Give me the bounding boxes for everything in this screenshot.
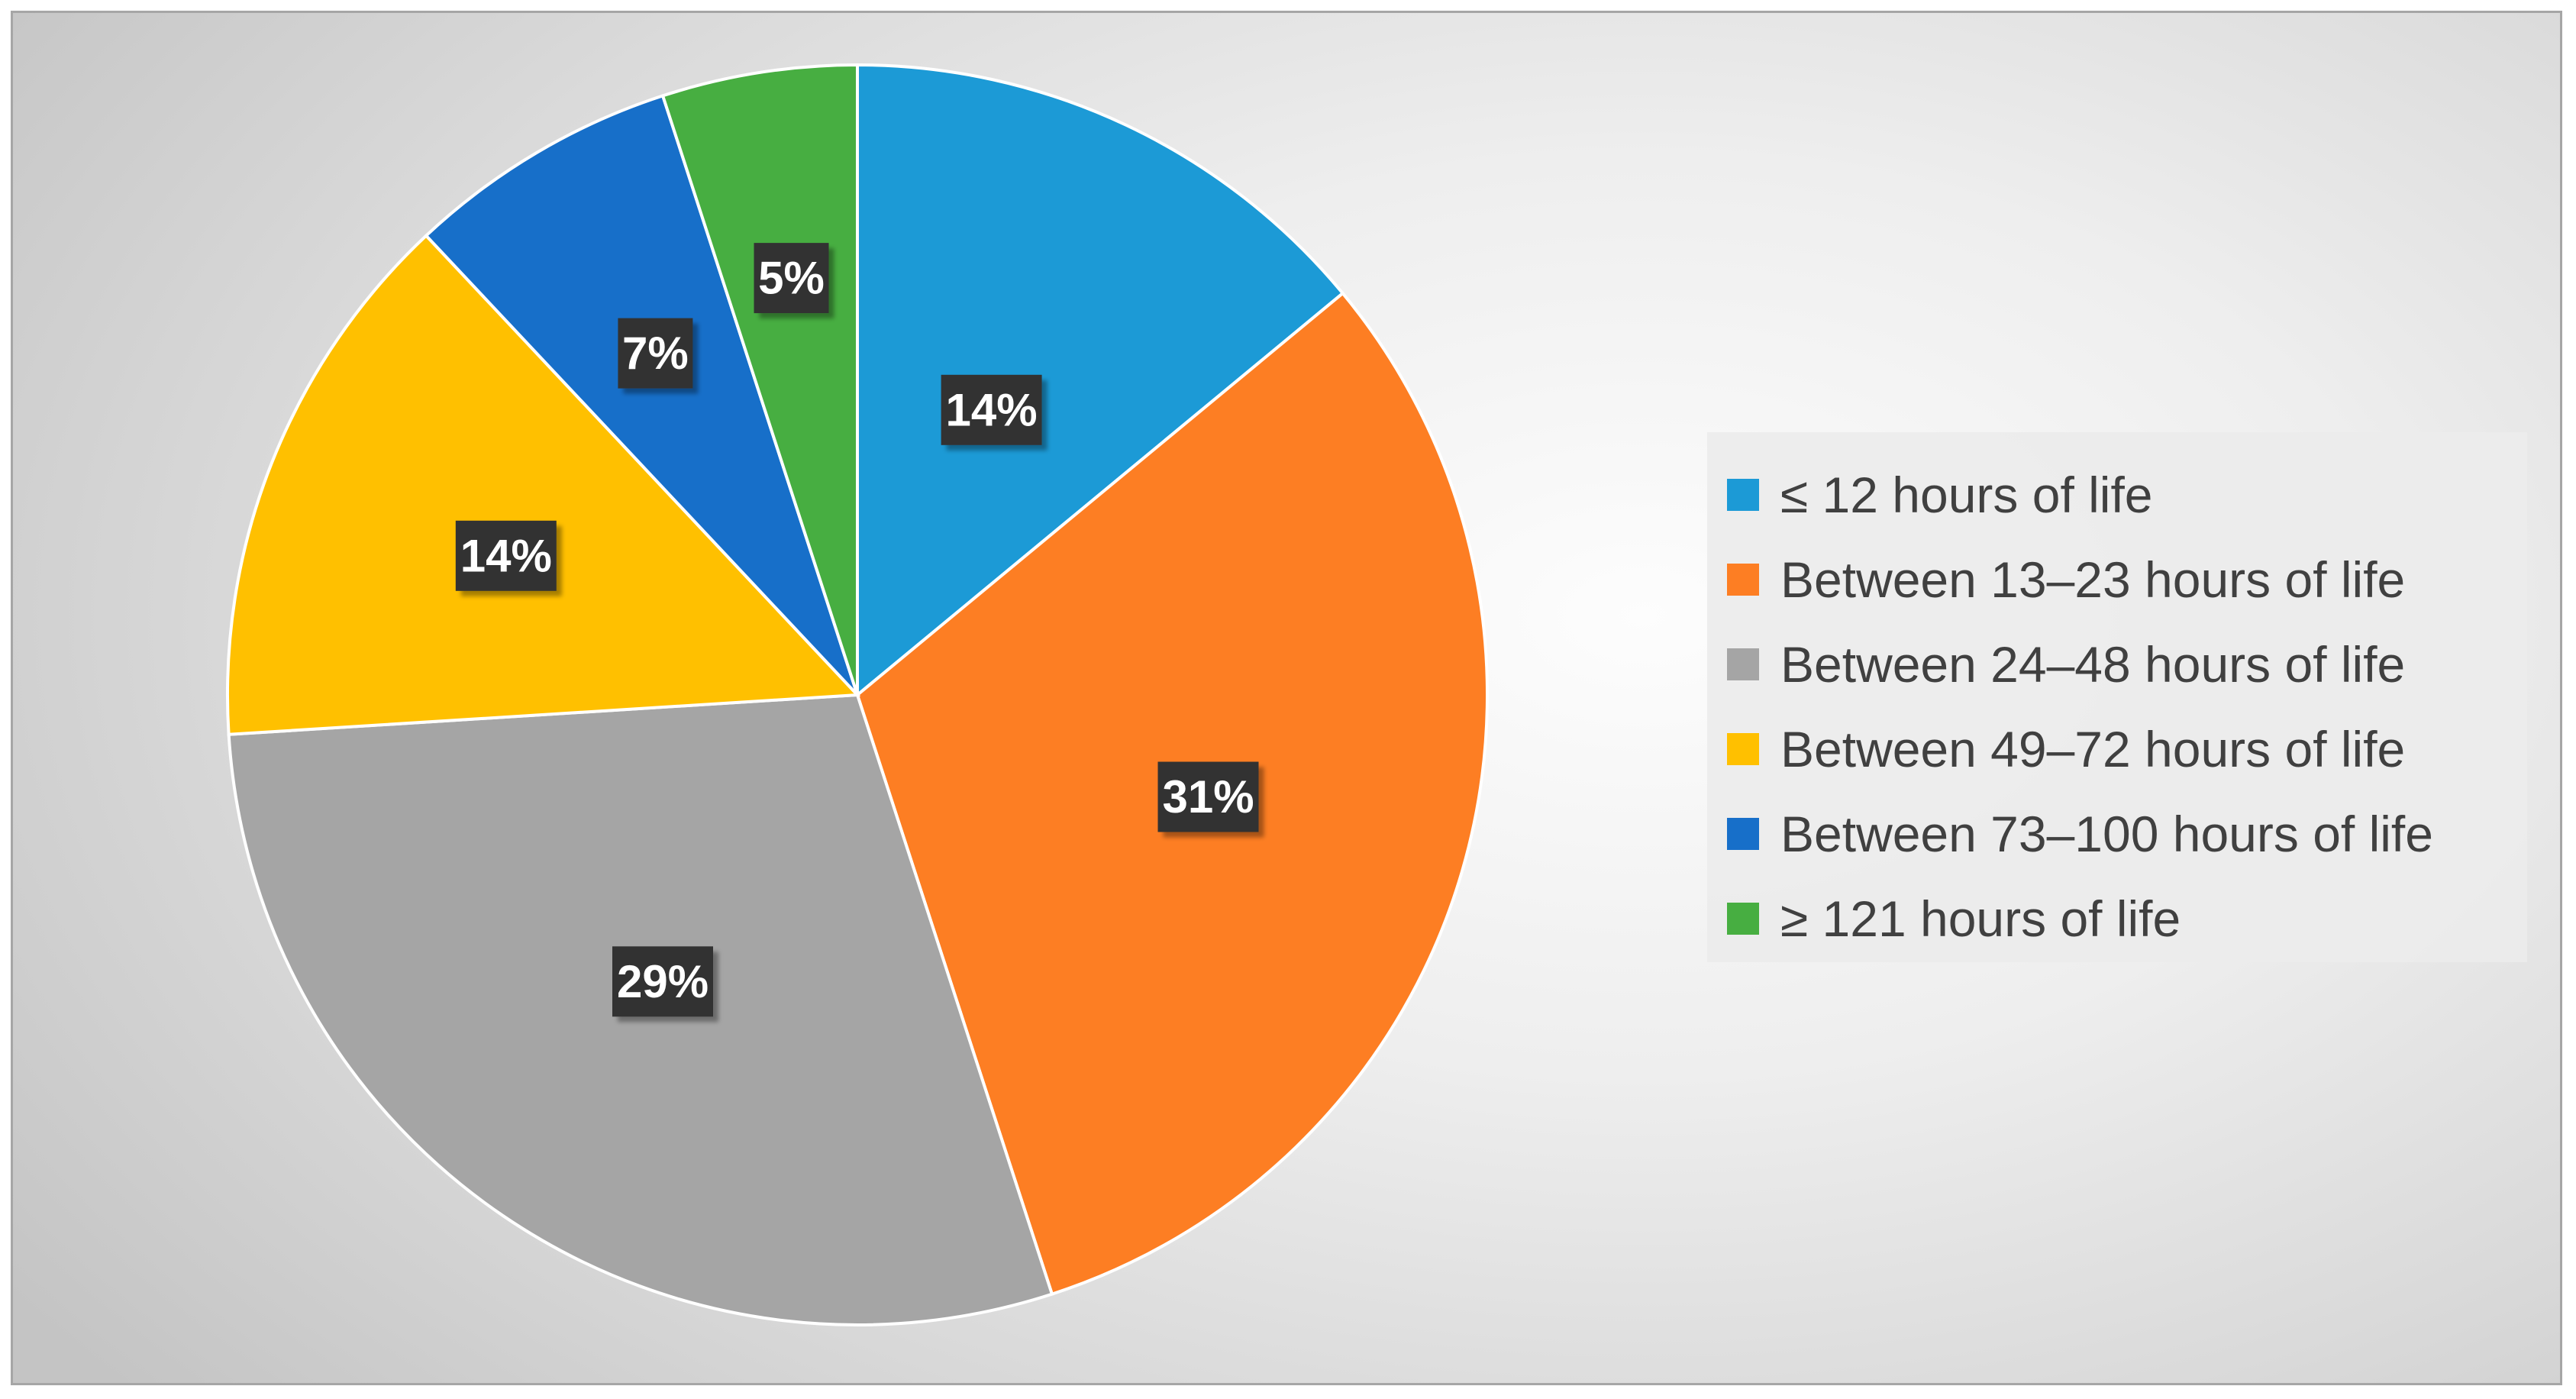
legend-swatch	[1727, 648, 1759, 680]
data-label-text: 29%	[617, 956, 709, 1007]
data-label-box	[455, 520, 557, 591]
legend-item: Between 49–72 hours of life	[1727, 706, 2527, 791]
legend-item: ≥ 121 hours of life	[1727, 876, 2527, 961]
pie-data-labels: 14% 31% 29% 14% 7% 5%	[455, 243, 1259, 1017]
slice-49-72h	[225, 233, 861, 736]
data-label-box	[612, 946, 713, 1017]
legend-label: ≥ 121 hours of life	[1780, 890, 2181, 947]
slice-121h-plus	[660, 63, 859, 696]
legend-label: Between 24–48 hours of life	[1780, 635, 2406, 693]
legend-swatch	[1727, 732, 1759, 765]
data-label-text: 14%	[460, 530, 552, 581]
legend-label: ≤ 12 hours of life	[1780, 466, 2153, 523]
legend-item: Between 73–100 hours of life	[1727, 791, 2527, 876]
legend-swatch	[1727, 563, 1759, 596]
data-label: 31%	[1157, 761, 1259, 832]
legend-item: Between 13–23 hours of life	[1727, 537, 2527, 622]
data-label-box	[941, 374, 1042, 445]
data-label-box	[754, 243, 829, 314]
data-label-text: 7%	[622, 328, 689, 379]
pie-slices	[225, 63, 1490, 1326]
data-label: 29%	[612, 946, 713, 1017]
legend-swatch	[1727, 478, 1759, 511]
legend: ≤ 12 hours of life Between 13–23 hours of…	[1707, 432, 2527, 962]
data-label-text: 31%	[1162, 771, 1254, 822]
data-label-text: 14%	[946, 384, 1038, 435]
slice-73-100h	[424, 93, 859, 696]
data-label-box	[1157, 761, 1259, 832]
data-label: 14%	[941, 374, 1042, 445]
legend-swatch	[1727, 902, 1759, 935]
legend-item: ≤ 12 hours of life	[1727, 452, 2527, 537]
data-label-text: 5%	[758, 253, 825, 304]
data-label-box	[618, 318, 693, 389]
slice-0-12h	[856, 63, 1345, 699]
data-label: 14%	[455, 520, 557, 591]
legend-label: Between 13–23 hours of life	[1780, 551, 2406, 608]
legend-label: Between 73–100 hours of life	[1780, 805, 2433, 862]
data-label: 5%	[754, 243, 829, 314]
legend-item: Between 24–48 hours of life	[1727, 622, 2527, 706]
data-label: 7%	[618, 318, 693, 389]
legend-label: Between 49–72 hours of life	[1780, 720, 2406, 777]
legend-swatch	[1727, 817, 1759, 850]
